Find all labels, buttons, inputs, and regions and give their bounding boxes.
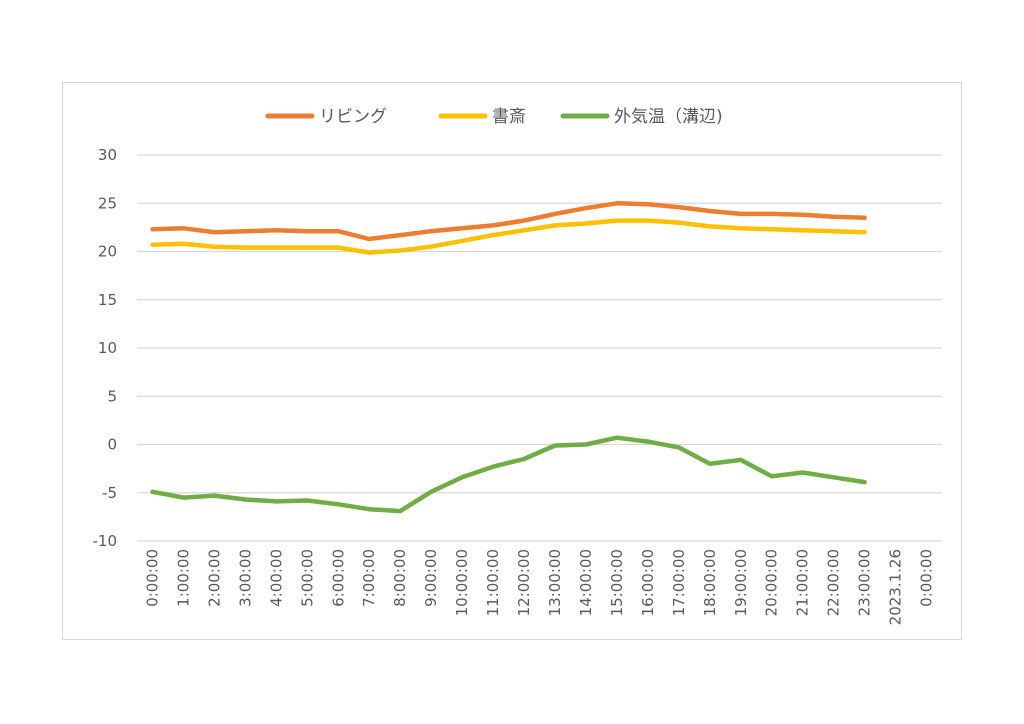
x-tick-label: 12:00:00 [515, 549, 533, 616]
x-tick-label: 15:00:00 [608, 549, 626, 616]
y-tick-label: 30 [98, 146, 117, 164]
x-tick-label: 22:00:00 [825, 549, 843, 616]
x-tick-label: 18:00:00 [701, 549, 719, 616]
gridlines [137, 154, 942, 542]
x-tick-label: 0:00:00 [143, 549, 161, 607]
x-tick-label: 8:00:00 [391, 549, 409, 607]
legend: リビング 書斎 外気温（溝辺) [265, 107, 723, 127]
chart-area [62, 82, 962, 640]
x-tick-label: 2023.1.26 [887, 549, 905, 625]
x-tick-label: 4:00:00 [267, 549, 285, 607]
x-tick-label: 0:00:00 [918, 549, 936, 607]
x-tick-label: 20:00:00 [763, 549, 781, 616]
legend-label: 外気温（溝辺) [614, 107, 723, 127]
x-tick-label: 5:00:00 [298, 549, 316, 607]
series-lines [150, 201, 867, 514]
x-tick-label: 23:00:00 [856, 549, 874, 616]
y-tick-label: 10 [98, 339, 117, 357]
y-tick-label: -5 [102, 484, 117, 502]
y-tick-label: 5 [107, 387, 117, 405]
x-tick-label: 16:00:00 [639, 549, 657, 616]
x-tick-label: 19:00:00 [732, 549, 750, 616]
series-line-2 [150, 435, 867, 514]
y-tick-label: 15 [98, 291, 117, 309]
y-tick-label: 20 [98, 243, 117, 261]
y-axis-tick-labels: 30 25 20 15 10 5 0 -5 -10 [93, 146, 118, 550]
y-tick-label: -10 [93, 532, 118, 550]
y-tick-label: 0 [107, 436, 117, 454]
x-tick-label: 17:00:00 [670, 549, 688, 616]
x-tick-label: 1:00:00 [174, 549, 192, 607]
x-tick-label: 3:00:00 [236, 549, 254, 607]
x-tick-label: 2:00:00 [205, 549, 223, 607]
x-tick-label: 14:00:00 [577, 549, 595, 616]
legend-label: 書斎 [492, 107, 526, 127]
x-tick-label: 6:00:00 [329, 549, 347, 607]
x-tick-label: 21:00:00 [794, 549, 812, 616]
x-tick-label: 13:00:00 [546, 549, 564, 616]
legend-label: リビング [319, 107, 387, 127]
x-axis-tick-labels: 0:00:00 1:00:00 2:00:00 3:00:00 4:00:00 5:00:… [143, 549, 935, 625]
x-tick-label: 7:00:00 [360, 549, 378, 607]
x-tick-label: 9:00:00 [422, 549, 440, 607]
y-tick-label: 25 [98, 194, 117, 212]
series-line-1 [150, 218, 867, 255]
x-tick-label: 10:00:00 [453, 549, 471, 616]
x-tick-label: 11:00:00 [484, 549, 502, 616]
series-line-0 [150, 201, 867, 242]
